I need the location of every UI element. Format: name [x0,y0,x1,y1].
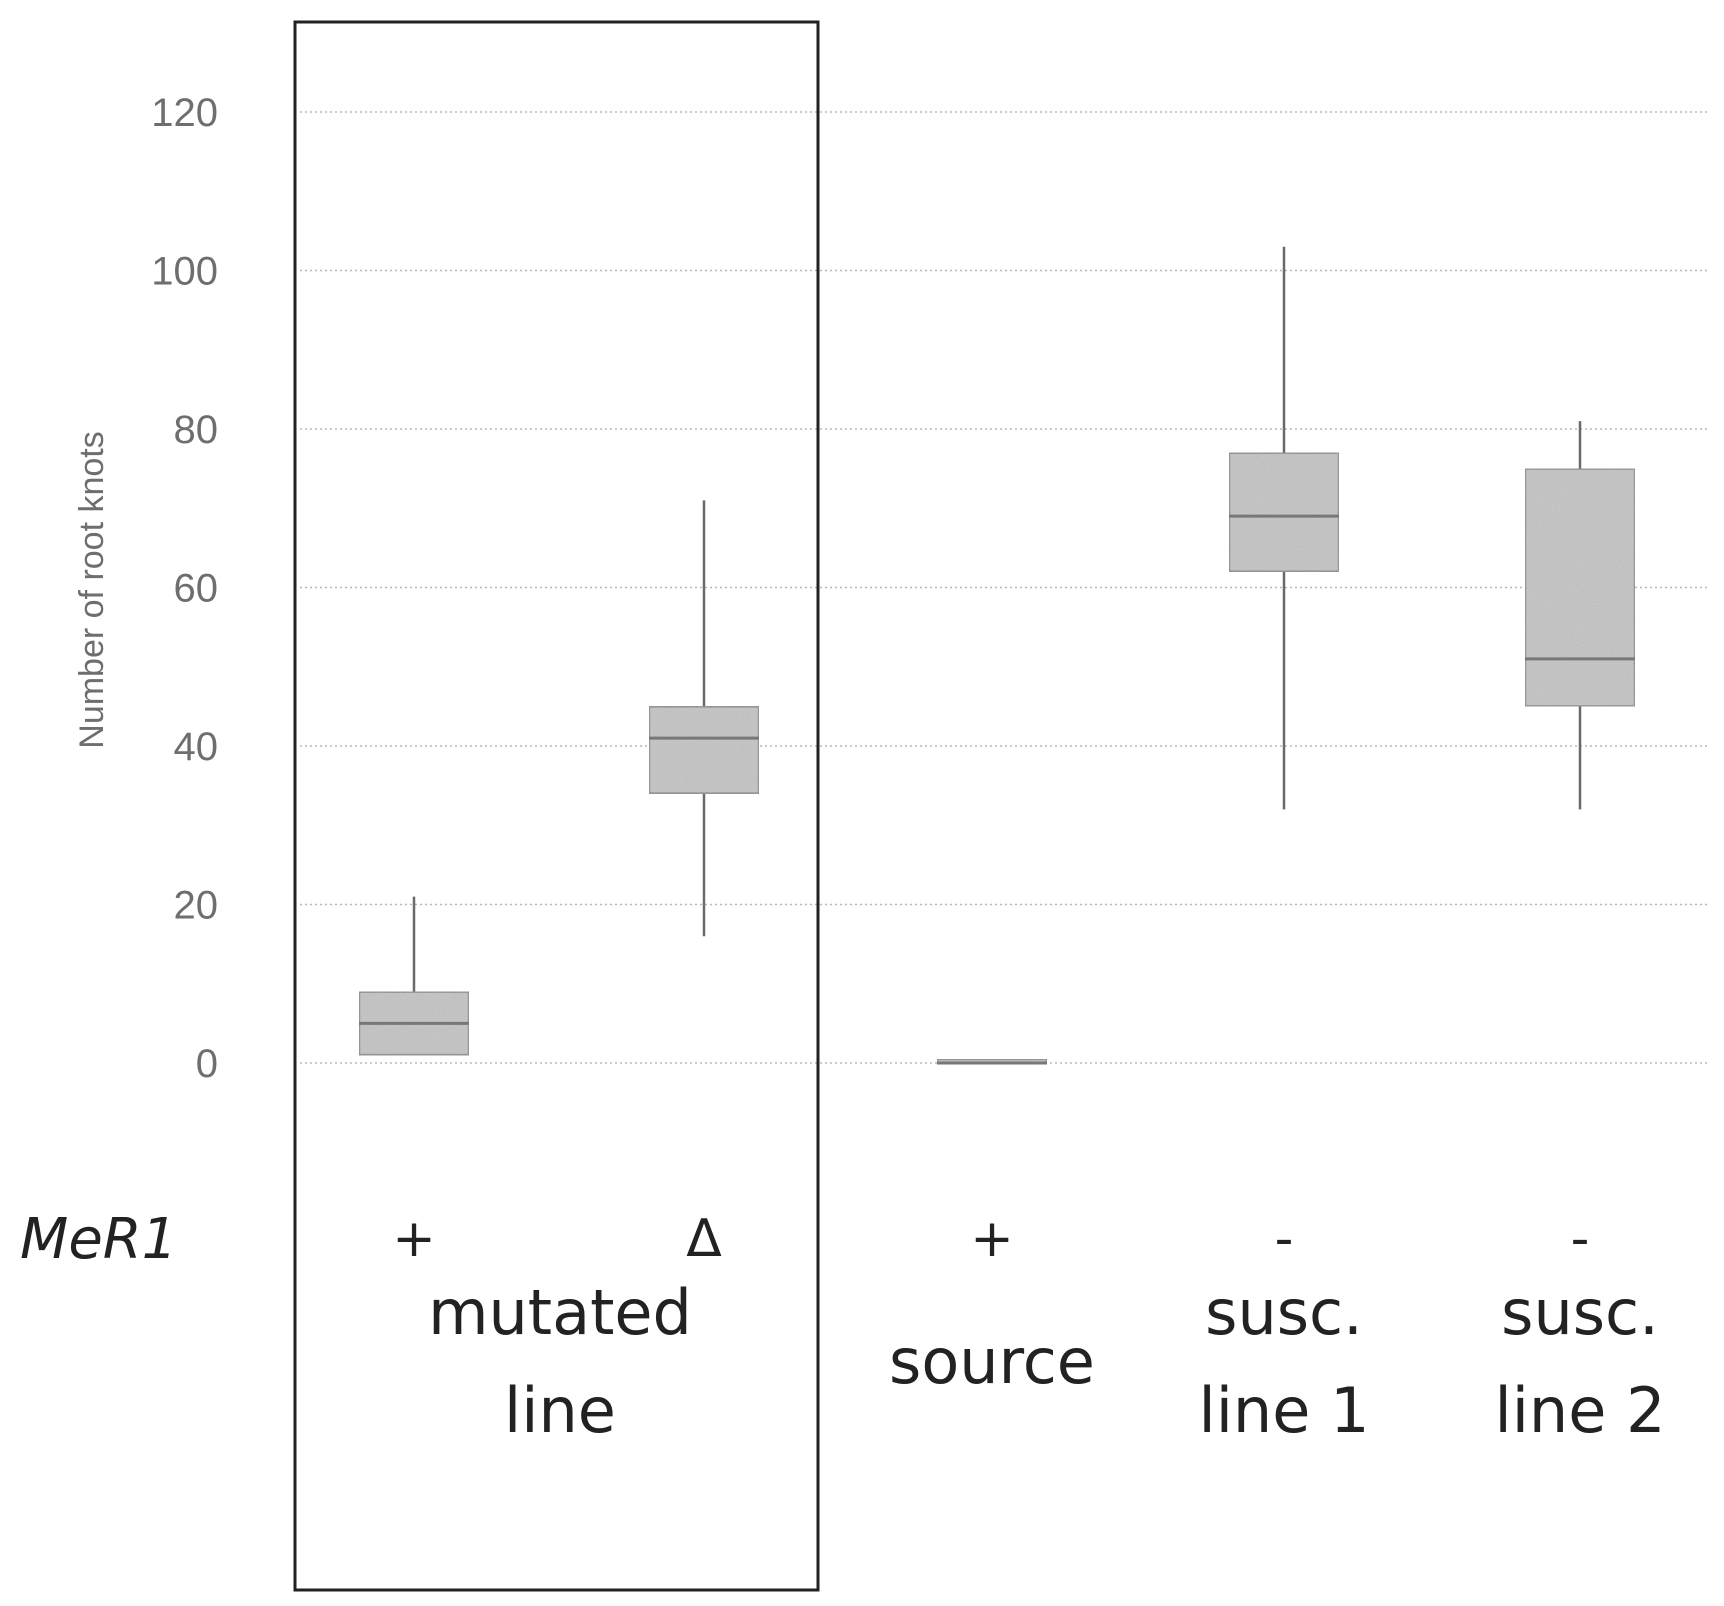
box-plot [1227,246,1341,810]
genotype-symbol: + [970,1209,1014,1269]
box [1523,467,1637,708]
y-tick-label: 40 [174,725,219,769]
y-tick-label: 120 [151,91,218,135]
group-labels: mutated line source susc. line 1 susc. line 2 [428,1276,1665,1447]
group-label-line: susc. [1501,1276,1659,1349]
group-label-line: line 1 [1198,1374,1369,1447]
y-tick-label: 0 [196,1042,218,1086]
box [1227,451,1341,573]
genotype-symbol: Δ [686,1209,722,1269]
genotype-symbol: - [1571,1209,1590,1269]
y-tick-label: 80 [174,408,219,452]
box-plot [935,1057,1049,1065]
y-tick-label: 100 [151,250,218,294]
gene-row-label: MeR1 [20,1207,177,1272]
gridlines [300,111,1710,1064]
genotype-symbol: + [392,1209,436,1269]
genotype-symbol: - [1275,1209,1294,1269]
group-label-line: line [504,1374,616,1447]
group-label-line: susc. [1205,1276,1363,1349]
y-axis-title: Number of root knots [73,431,111,748]
highlight-frame [293,20,820,1592]
group-label-line: source [889,1325,1095,1398]
box-plot [1523,421,1637,810]
box-plots [357,246,1637,1065]
y-tick-label: 20 [174,884,219,928]
y-tick-label: 60 [174,567,219,611]
group-label-line: line 2 [1494,1374,1665,1447]
box [647,705,761,795]
group-label-line: mutated [428,1276,692,1349]
box-plot [647,500,761,937]
genotype-symbols: + Δ + - - [392,1209,1589,1269]
y-axis-tick-labels: 0 20 40 60 80 100 120 [151,91,218,1086]
box-plot [357,896,471,1057]
